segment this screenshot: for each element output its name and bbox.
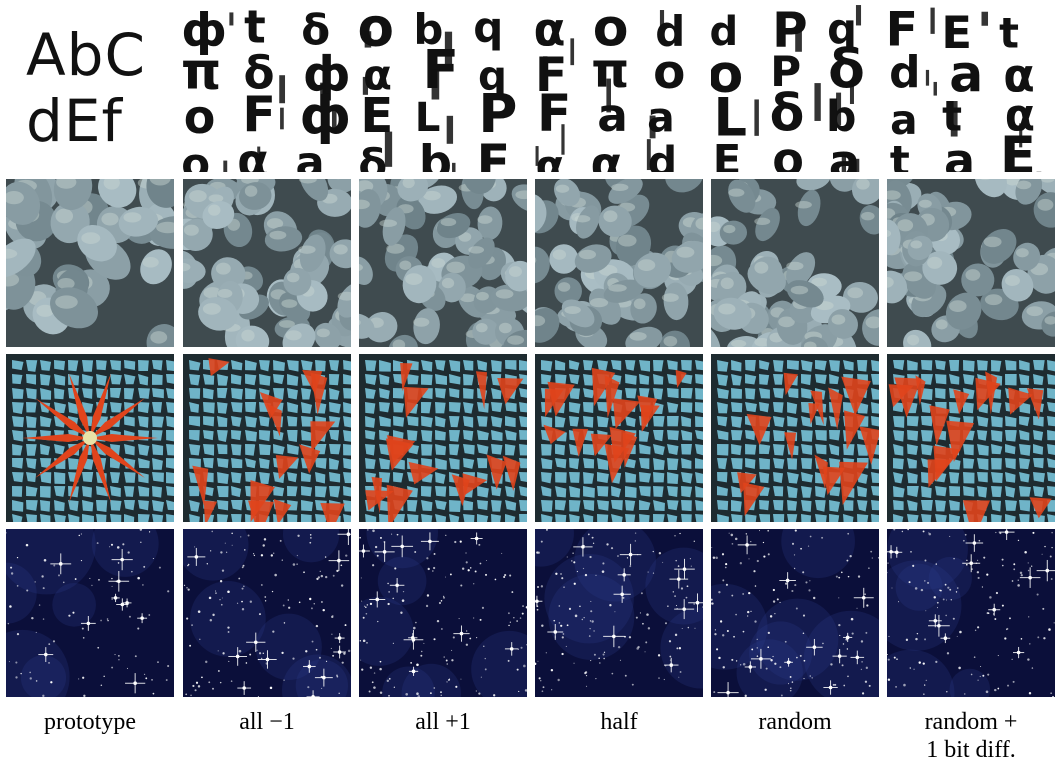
pebbles-tile-random-1bit	[887, 179, 1055, 347]
starfield-texture	[359, 529, 527, 697]
caption-prototype: prototype	[6, 708, 174, 736]
svg-text:α: α	[536, 141, 565, 172]
starfield-texture	[6, 529, 174, 697]
svg-text:o: o	[184, 90, 216, 144]
mosaic-tile-random-1bit	[887, 354, 1055, 522]
svg-text:а: а	[944, 134, 975, 172]
svg-text:q: q	[473, 4, 503, 52]
mosaic-tile-all-plus1	[359, 354, 527, 522]
svg-text:F: F	[537, 84, 571, 143]
prototype-text-line2: dEf	[6, 88, 174, 154]
stars-tile-half	[535, 529, 703, 697]
starfield-texture	[183, 529, 351, 697]
svg-text:а: а	[597, 89, 628, 142]
pebbles-texture	[535, 179, 703, 347]
stars-tile-all-minus1	[183, 529, 351, 697]
pebbles-tile-half	[535, 179, 703, 347]
svg-text:δ: δ	[828, 37, 865, 100]
pebbles-texture	[359, 179, 527, 347]
caption-random: random	[711, 708, 879, 736]
svg-text:а: а	[296, 138, 325, 172]
letters-tile-random-1bit: FEtdаαаtαtаE	[887, 4, 1055, 172]
mosaic-prototype-tile	[6, 354, 174, 522]
svg-text:d: d	[889, 47, 920, 98]
starfield-texture	[711, 529, 879, 697]
svg-text:d: d	[648, 138, 677, 172]
stars-tile-random	[711, 529, 879, 697]
pebbles-texture	[711, 179, 879, 347]
mosaic-texture	[359, 354, 527, 522]
caption-all-plus1: all +1	[359, 708, 527, 736]
caption-half: half	[535, 708, 703, 736]
caption-random-1bit: random + 1 bit diff.	[887, 708, 1055, 764]
svg-text:α: α	[591, 137, 623, 172]
pebbles-tile-random	[711, 179, 879, 347]
caption-all-minus1: all −1	[183, 708, 351, 736]
letters-prototype-tile: AbC dEf	[6, 4, 174, 172]
svg-text:E: E	[713, 136, 742, 172]
svg-text:α: α	[237, 134, 269, 172]
svg-text:F: F	[422, 38, 459, 101]
pebbles-texture	[183, 179, 351, 347]
mosaic-texture	[535, 354, 703, 522]
svg-text:o: o	[653, 45, 685, 100]
mosaic-texture	[183, 354, 351, 522]
svg-text:δ: δ	[359, 140, 387, 172]
pebbles-tile-all-minus1	[183, 179, 351, 347]
svg-text:b: b	[419, 135, 452, 172]
mosaic-texture	[887, 354, 1055, 522]
mosaic-tile-half	[535, 354, 703, 522]
starfield-texture	[535, 529, 703, 697]
mosaic-tile-all-minus1	[183, 354, 351, 522]
svg-text:ф: ф	[300, 86, 351, 146]
mosaic-texture	[711, 354, 879, 522]
mosaic-texture	[6, 354, 174, 522]
svg-text:L: L	[415, 95, 441, 141]
svg-text:E: E	[477, 133, 511, 172]
svg-text:o: o	[183, 139, 210, 172]
svg-text:E: E	[1000, 126, 1036, 172]
stars-tile-random-1bit	[887, 529, 1055, 697]
stars-tile-all-plus1	[359, 529, 527, 697]
mosaic-tile-random	[711, 354, 879, 522]
svg-text:t: t	[890, 137, 910, 172]
pebbles-texture	[6, 179, 174, 347]
pebbles-tile-all-plus1	[359, 179, 527, 347]
prototype-text-line1: AbC	[6, 22, 174, 88]
letters-texture: FEtdаαаtαtаE	[887, 4, 1055, 172]
pebbles-texture	[887, 179, 1055, 347]
starfield-texture	[887, 529, 1055, 697]
pebbles-prototype-tile	[6, 179, 174, 347]
stars-prototype-tile	[6, 529, 174, 697]
svg-text:o: o	[772, 132, 804, 172]
